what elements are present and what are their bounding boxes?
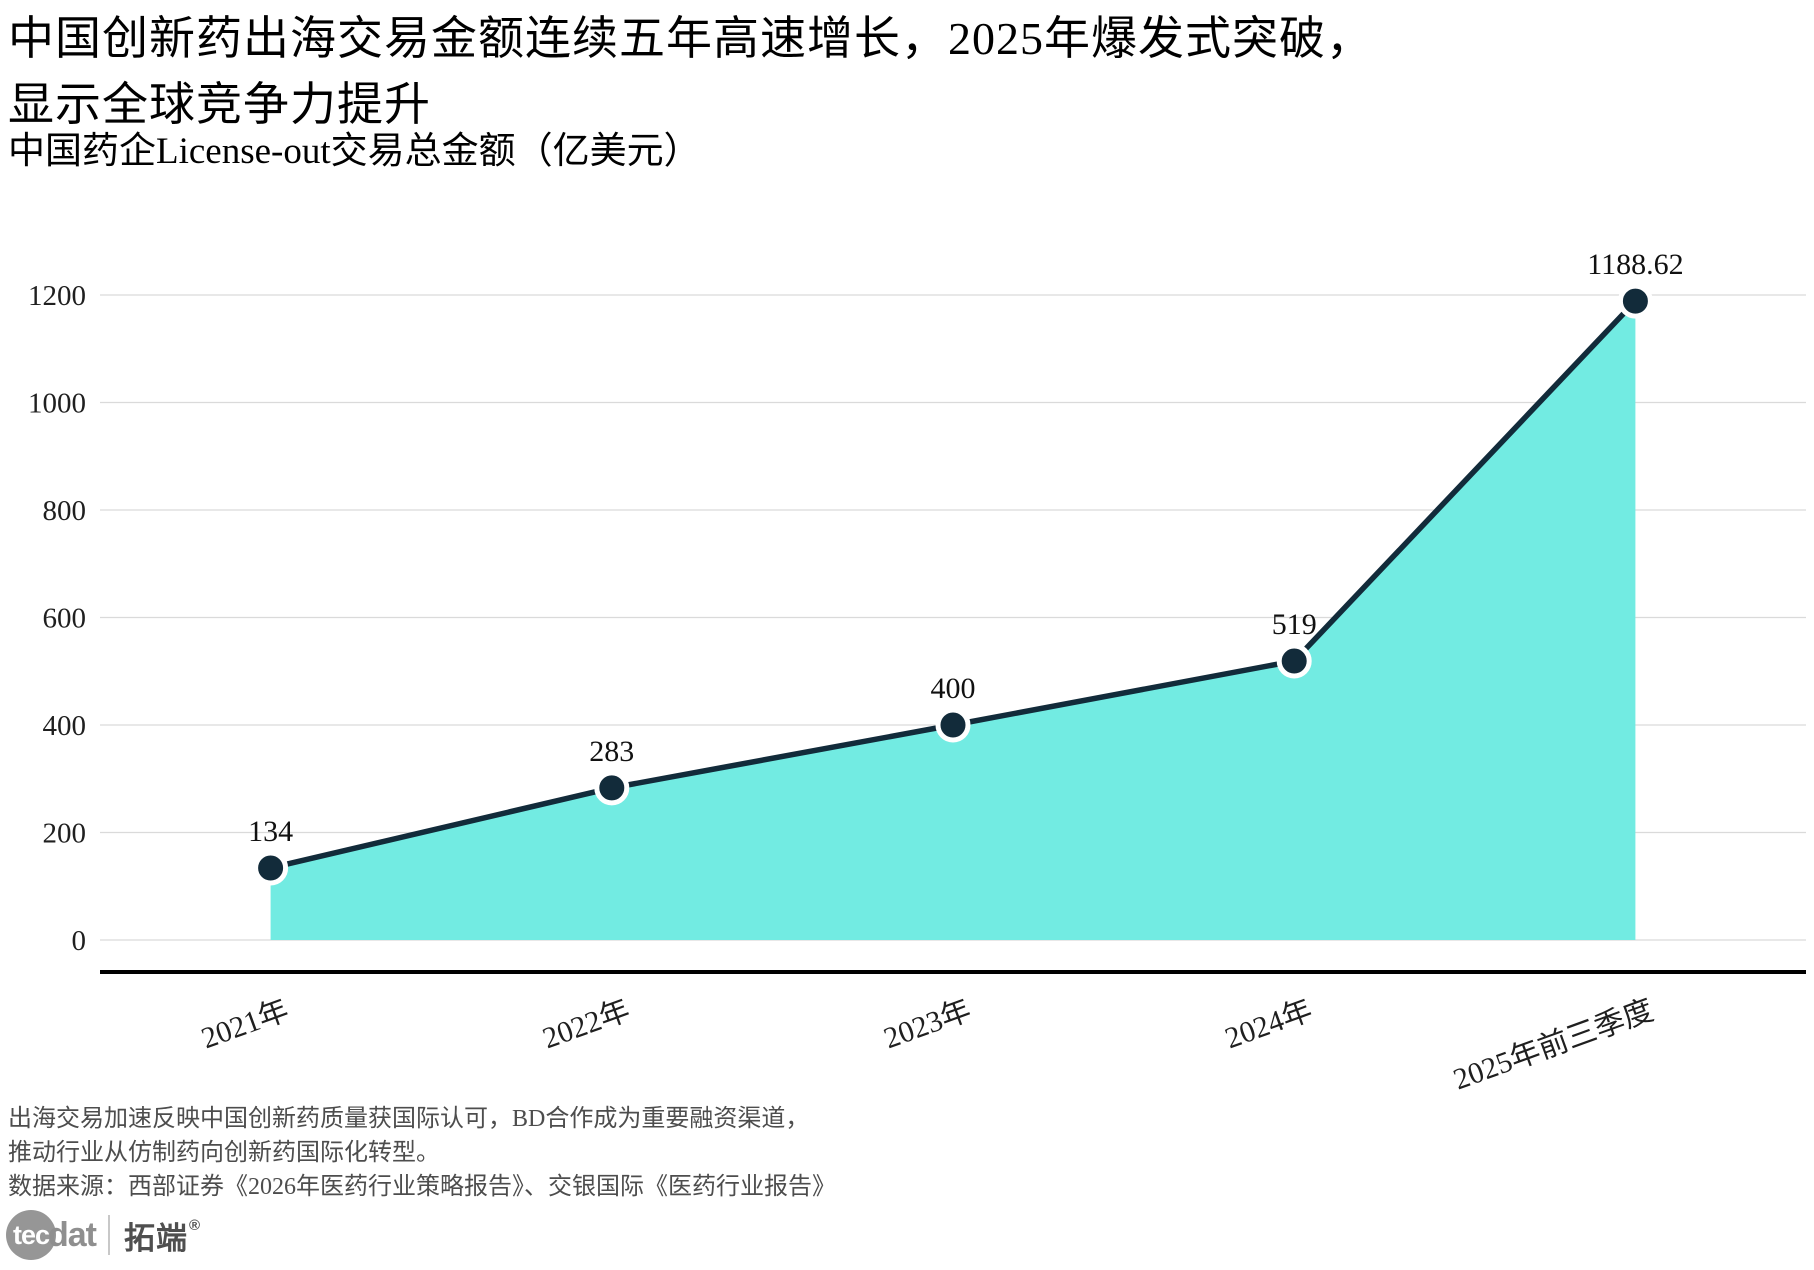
footer-note-line2: 推动行业从仿制药向创新药国际化转型。	[8, 1140, 440, 1166]
logo-circle-text: tec	[12, 1219, 50, 1250]
data-point	[935, 707, 971, 743]
series-area	[270, 301, 1636, 940]
x-tick-label: 2022年	[538, 994, 634, 1056]
data-point	[253, 850, 289, 886]
y-tick-label: 1200	[28, 280, 86, 312]
y-tick-label: 800	[43, 495, 87, 527]
logo-circle-icon: tec	[6, 1210, 56, 1260]
data-point	[1276, 643, 1312, 679]
page-title: 中国创新药出海交易金额连续五年高速增长，2025年爆发式突破， 显示全球竞争力提…	[8, 6, 1798, 138]
data-point	[594, 770, 630, 806]
data-source: 数据来源：西部证券《2026年医药行业策略报告》、交银国际《医药行业报告》	[8, 1174, 836, 1200]
y-tick-label: 1000	[28, 388, 86, 420]
logo-chinese-text: 拓端	[124, 1220, 188, 1256]
chart-subtitle: 中国药企License-out交易总金额（亿美元）	[8, 131, 701, 172]
logo-separator	[108, 1215, 110, 1255]
y-tick-label: 400	[43, 710, 87, 742]
x-tick-label: 2021年	[197, 994, 293, 1056]
data-label: 400	[931, 672, 976, 705]
y-tick-label: 0	[72, 925, 87, 957]
x-tick-label: 2025年前三季度	[1449, 994, 1658, 1097]
x-tick-label: 2024年	[1221, 994, 1317, 1056]
logo-dat-text: dat	[48, 1215, 97, 1254]
data-label: 1188.62	[1587, 248, 1683, 281]
y-tick-label: 600	[43, 603, 87, 635]
page-title-line1: 中国创新药出海交易金额连续五年高速增长，2025年爆发式突破，	[8, 13, 1373, 64]
footer-notes: 出海交易加速反映中国创新药质量获国际认可，BD合作成为重要融资渠道， 推动行业从…	[8, 1102, 1708, 1204]
data-point	[1617, 283, 1653, 319]
footer-note-line1: 出海交易加速反映中国创新药质量获国际认可，BD合作成为重要融资渠道，	[8, 1106, 810, 1132]
x-tick-label: 2023年	[880, 994, 976, 1056]
data-label: 283	[589, 735, 634, 768]
data-label: 519	[1272, 608, 1317, 641]
y-tick-label: 200	[43, 818, 87, 850]
registered-mark-icon: ®	[189, 1216, 201, 1234]
page-title-line2: 显示全球竞争力提升	[8, 79, 431, 130]
chart-canvas: 0 200 400 600 800 1000 1200 2021年 2022年 2023年 2024…	[28, 248, 1806, 1097]
tecdat-logo: tec dat 拓端 ®	[6, 1208, 200, 1262]
data-label: 134	[248, 815, 293, 848]
license-out-area-chart: 0 200 400 600 800 1000 1200 2021年 2022年 2023年 2024…	[0, 200, 1814, 1100]
